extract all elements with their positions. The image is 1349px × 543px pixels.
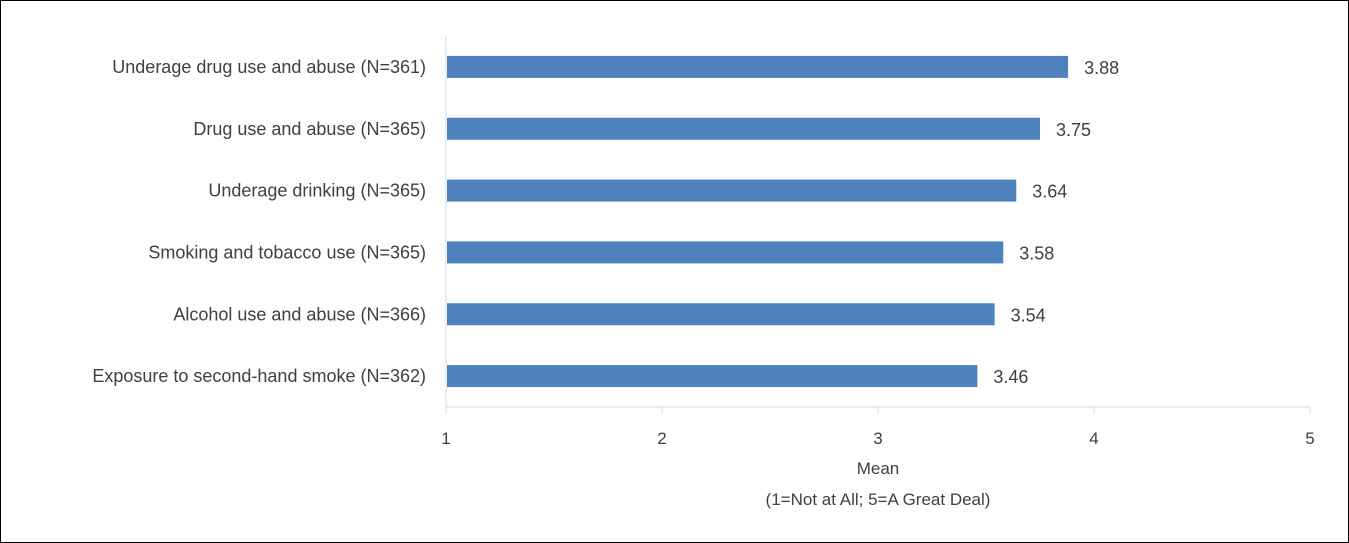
x-tick-label: 2 xyxy=(657,429,666,448)
category-label: Underage drinking (N=365) xyxy=(208,181,426,201)
x-tick-label: 1 xyxy=(441,429,450,448)
bar xyxy=(447,365,978,388)
bar xyxy=(447,117,1040,140)
value-label: 3.64 xyxy=(1032,182,1067,202)
bars-layer xyxy=(447,55,1069,388)
bar xyxy=(447,303,995,326)
bar xyxy=(447,179,1017,202)
x-axis-subtitle: (1=Not at All; 5=A Great Deal) xyxy=(766,490,991,509)
category-label: Exposure to second-hand smoke (N=362) xyxy=(92,366,426,386)
labels-layer: 1 2 3 4 5 Underage drug use and abuse (N=361)… xyxy=(92,57,1314,448)
value-label: 3.58 xyxy=(1019,243,1054,263)
x-tick-label: 4 xyxy=(1089,429,1098,448)
category-label: Smoking and tobacco use (N=365) xyxy=(148,242,426,262)
axes-layer xyxy=(445,36,1311,414)
category-label: Alcohol use and abuse (N=366) xyxy=(173,304,426,324)
x-tick-label: 5 xyxy=(1305,429,1314,448)
x-tick-label: 3 xyxy=(873,429,882,448)
category-label: Drug use and abuse (N=365) xyxy=(193,119,426,139)
bar xyxy=(447,55,1069,78)
category-label: Underage drug use and abuse (N=361) xyxy=(112,57,426,77)
value-label: 3.75 xyxy=(1056,120,1091,140)
value-label: 3.54 xyxy=(1011,305,1046,325)
bar xyxy=(447,241,1004,264)
value-label: 3.46 xyxy=(993,367,1028,387)
value-label: 3.88 xyxy=(1084,58,1119,78)
x-axis-title: Mean xyxy=(857,459,900,478)
